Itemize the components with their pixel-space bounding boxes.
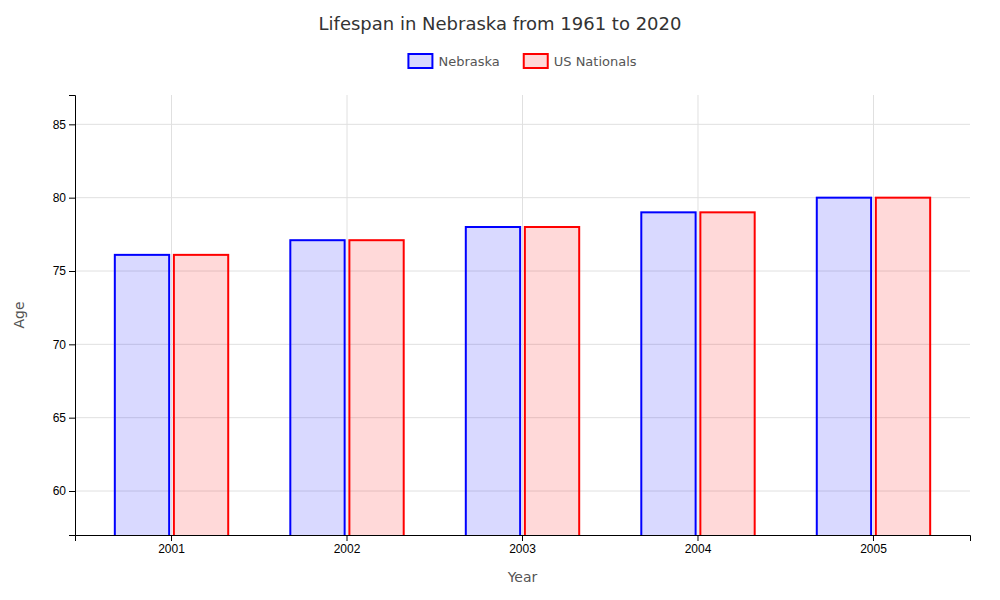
- grid-line: [522, 95, 523, 535]
- bar: [349, 240, 403, 535]
- tick: 2003: [509, 535, 536, 556]
- x-axis: 2001 2002 2003 2004 2005: [76, 535, 971, 556]
- tick-mark: [69, 124, 75, 125]
- tick-label: 2001: [158, 542, 185, 556]
- legend-item: US Nationals: [524, 54, 637, 69]
- tick-label: 70: [53, 338, 67, 352]
- tick: 80: [53, 191, 75, 205]
- bar: [466, 227, 520, 535]
- bar: [817, 198, 871, 535]
- grid-line: [873, 95, 874, 535]
- tick-label: 60: [53, 484, 67, 498]
- bar: [700, 212, 754, 535]
- tick: 65: [53, 411, 75, 425]
- tick-mark: [171, 535, 172, 541]
- bar: [876, 198, 930, 535]
- x-axis-label: Year: [507, 569, 538, 585]
- bar: [290, 240, 344, 535]
- tick-label: 2004: [685, 542, 712, 556]
- legend-label: US Nationals: [554, 54, 637, 69]
- grid-line: [171, 95, 172, 535]
- tick-mark: [69, 491, 75, 492]
- plot: 60 65 70 75 80 85 2001 2002 2003 2004 2005: [53, 95, 971, 600]
- tick-mark: [873, 535, 874, 541]
- grid-line: [697, 95, 698, 535]
- tick-label: 2002: [334, 542, 361, 556]
- chart: Lifespan in Nebraska from 1961 to 2020 60…: [0, 0, 1000, 600]
- legend-swatch: [524, 54, 548, 68]
- grid-line: [347, 95, 348, 535]
- tick-mark: [69, 418, 75, 419]
- tick-label: 75: [53, 264, 67, 278]
- tick-mark: [347, 535, 348, 541]
- tick-mark: [697, 535, 698, 541]
- tick-label: 65: [53, 411, 67, 425]
- tick-label: 80: [53, 191, 67, 205]
- tick-mark: [69, 198, 75, 199]
- series: [115, 198, 871, 535]
- axis-line: [76, 536, 971, 542]
- bar: [115, 255, 169, 535]
- title: Lifespan in Nebraska from 1961 to 2020: [319, 13, 682, 34]
- tick-mark: [69, 271, 75, 272]
- tick-mark: [522, 535, 523, 541]
- y-axis-label: Age: [11, 301, 27, 328]
- tick: 70: [53, 338, 75, 352]
- tick: 60: [53, 484, 75, 498]
- tick-label: 2003: [509, 542, 536, 556]
- tick: 75: [53, 264, 75, 278]
- legend-item: Nebraska: [408, 54, 499, 69]
- bar: [174, 255, 228, 535]
- tick-label: 85: [53, 118, 67, 132]
- legend: Nebraska US Nationals: [408, 54, 636, 69]
- bar: [525, 227, 579, 535]
- tick-mark: [69, 344, 75, 345]
- y-axis: 60 65 70 75 80 85: [53, 96, 76, 536]
- tick-label: 2005: [860, 542, 887, 556]
- legend-label: Nebraska: [438, 54, 499, 69]
- tick: 2001: [158, 535, 185, 556]
- tick: 2004: [685, 535, 712, 556]
- series: [174, 198, 930, 535]
- bars: [115, 198, 930, 535]
- axis-line: [69, 96, 76, 536]
- legend-swatch: [408, 54, 432, 68]
- tick: 2002: [334, 535, 361, 556]
- tick: 2005: [860, 535, 887, 556]
- bar: [641, 212, 695, 535]
- tick: 85: [53, 118, 75, 132]
